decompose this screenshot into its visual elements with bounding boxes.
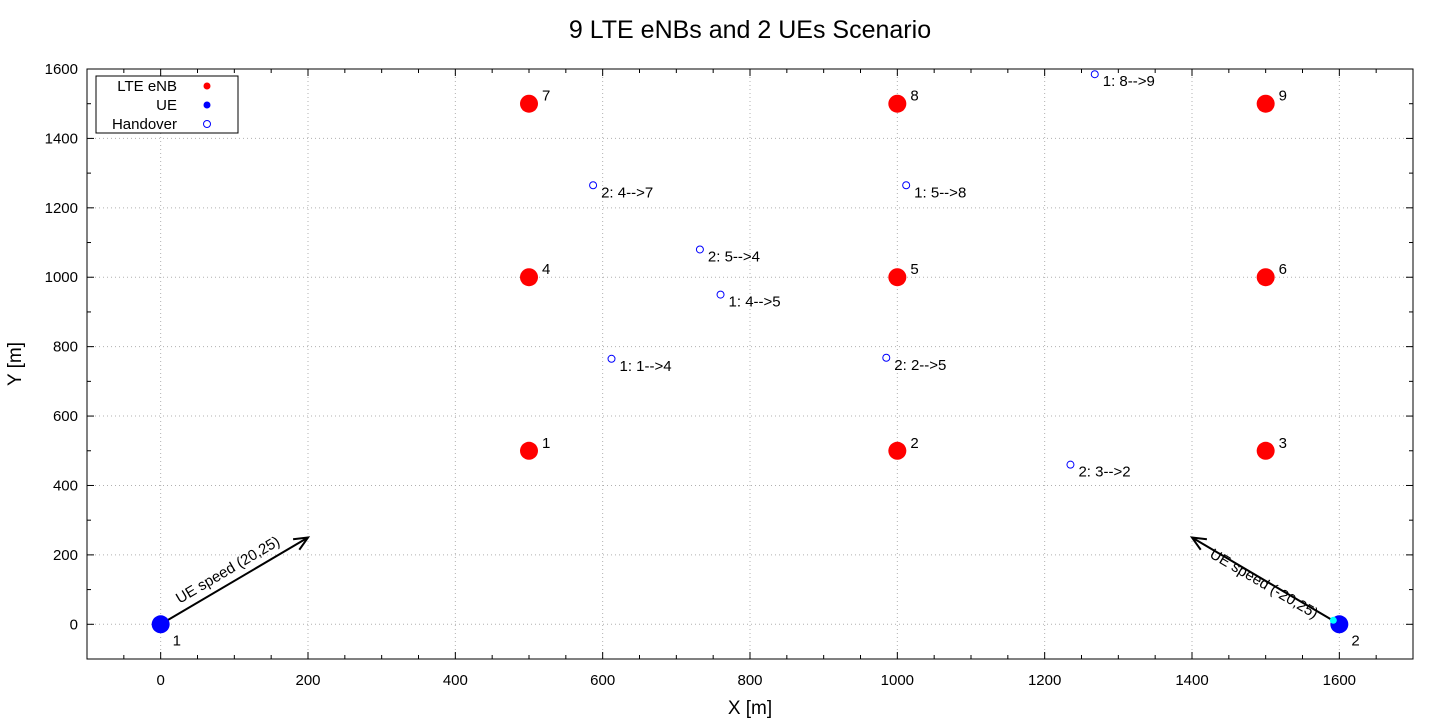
- speed-arrows: UE speed (20,25) UE speed (-20,25): [160, 533, 1340, 626]
- legend-label-handover: Handover: [112, 116, 177, 133]
- legend-marker-enb: [203, 82, 211, 90]
- enb-label-9: 9: [1279, 88, 1287, 105]
- enb-marker-1: [520, 441, 538, 460]
- legend-marker-ue: [203, 101, 211, 109]
- ue-label-2: 2: [1351, 632, 1359, 649]
- y-axis-label: Y [m]: [5, 342, 26, 386]
- legend: LTE eNB UE Handover: [95, 75, 239, 134]
- x-tick-label: 800: [737, 672, 762, 689]
- handover-label: 1: 5-->8: [914, 184, 966, 201]
- ue-label-1: 1: [173, 632, 181, 649]
- enb-marker-7: [520, 94, 538, 113]
- y-tick-label: 1600: [45, 61, 78, 78]
- speed-arrow-head-1: [292, 536, 311, 551]
- enb-label-5: 5: [910, 261, 918, 278]
- enb-marker-4: [520, 268, 538, 287]
- handover-marker: [589, 181, 598, 190]
- handover-marker: [1090, 70, 1099, 79]
- handover-label: 2: 2-->5: [894, 357, 946, 374]
- y-tick-label: 1400: [45, 130, 78, 147]
- y-tick-label: 800: [53, 339, 78, 356]
- ue-marker-1: [151, 615, 170, 634]
- enb-marker-8: [888, 94, 907, 113]
- enb-marker-9: [1256, 94, 1275, 113]
- handover-label: 2: 4-->7: [601, 184, 653, 201]
- enb-label-7: 7: [542, 88, 550, 105]
- x-tick-label: 600: [590, 672, 615, 689]
- ue-highlight-2: [1329, 616, 1337, 624]
- chart-title: 9 LTE eNBs and 2 UEs Scenario: [569, 16, 931, 44]
- handover-marker: [882, 353, 891, 362]
- handover-marker: [607, 354, 616, 363]
- y-tick-label: 1000: [45, 269, 78, 286]
- handover-marker: [695, 245, 704, 254]
- enb-label-8: 8: [910, 88, 918, 105]
- enb-marker-6: [1256, 268, 1275, 287]
- speed-arrow-label-2: UE speed (-20,25): [1207, 546, 1321, 623]
- x-tick-label: 1000: [881, 672, 914, 689]
- handover-marker: [902, 181, 911, 190]
- handover-label: 1: 8-->9: [1103, 73, 1155, 90]
- speed-arrow-1: [160, 536, 309, 626]
- y-tick-label: 400: [53, 477, 78, 494]
- handover-marker: [716, 290, 725, 299]
- speed-arrow-head-2: [1189, 536, 1208, 551]
- x-tick-label: 1400: [1175, 672, 1208, 689]
- legend-label-ue: UE: [156, 97, 177, 114]
- y-tick-label: 600: [53, 408, 78, 425]
- handover-marker: [1066, 460, 1075, 469]
- enb-label-2: 2: [910, 435, 918, 452]
- speed-arrow-2: [1191, 536, 1340, 626]
- x-tick-label: 1200: [1028, 672, 1061, 689]
- legend-marker-handover: [203, 120, 211, 128]
- legend-label-enb: LTE eNB: [117, 78, 177, 95]
- enb-marker-2: [888, 441, 907, 460]
- enb-marker-3: [1256, 441, 1275, 460]
- enb-marker-5: [888, 268, 907, 287]
- handover-label: 1: 1-->4: [620, 358, 672, 375]
- x-axis-label: X [m]: [728, 698, 772, 719]
- x-tick-label: 400: [443, 672, 468, 689]
- axis-ticks: 0 200 400 600 800 1000 1200 1400 1600 0 200 400 600 8…: [45, 61, 1414, 689]
- data-marks: 1 2 3 4 5 6 7 8 9 1 2 1: 1-->4 1: 4-->5 1: 5-->8 1: 8-…: [151, 70, 1360, 649]
- y-tick-label: 0: [70, 616, 78, 633]
- legend-box: [95, 75, 239, 134]
- handover-label: 1: 4-->5: [729, 294, 781, 311]
- enb-label-6: 6: [1279, 261, 1287, 278]
- speed-arrow-label-1: UE speed (20,25): [173, 533, 283, 607]
- enb-label-4: 4: [542, 261, 550, 278]
- x-tick-label: 200: [295, 672, 320, 689]
- enb-label-3: 3: [1279, 435, 1287, 452]
- x-tick-label: 0: [156, 672, 164, 689]
- y-tick-label: 200: [53, 547, 78, 564]
- handover-label: 2: 5-->4: [708, 248, 760, 265]
- x-tick-label: 1600: [1323, 672, 1356, 689]
- y-tick-label: 1200: [45, 200, 78, 217]
- handover-label: 2: 3-->2: [1078, 464, 1130, 481]
- enb-label-1: 1: [542, 435, 550, 452]
- grid: [87, 68, 1413, 659]
